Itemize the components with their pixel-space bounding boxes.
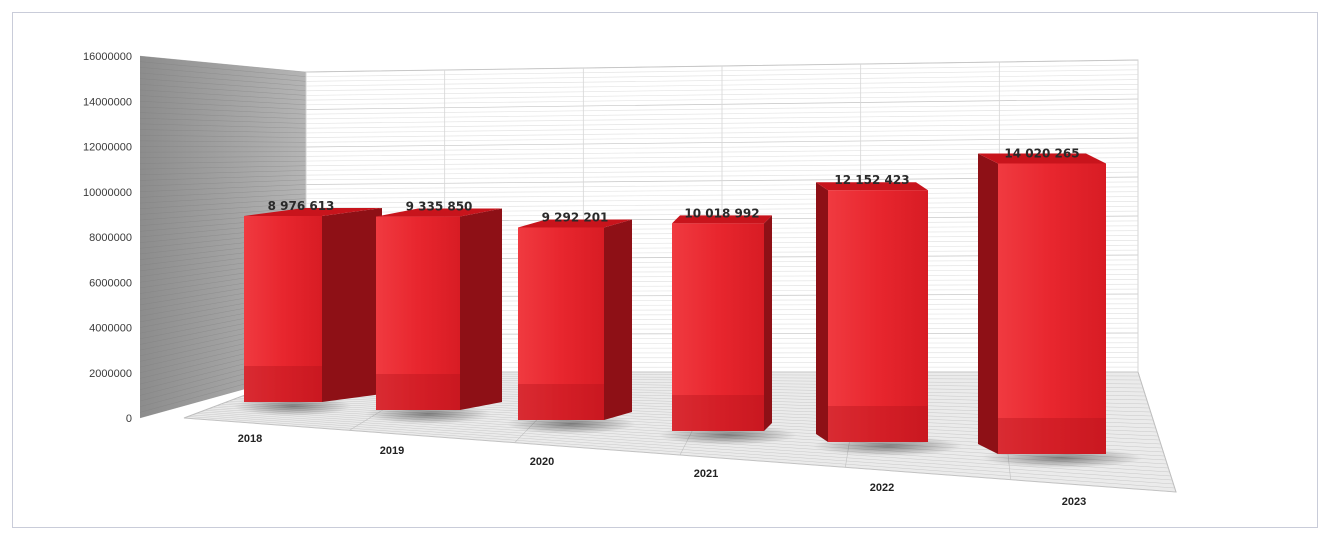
bar-series <box>234 153 1143 468</box>
bar <box>998 163 1106 454</box>
x-tick-label: 2021 <box>694 468 718 480</box>
bar-base-shade <box>376 374 460 410</box>
bar-side <box>764 215 772 431</box>
bar-base-shade <box>244 366 322 402</box>
bar-side <box>604 219 632 420</box>
y-tick-label: 2000000 <box>89 368 132 380</box>
bar-top <box>518 219 632 228</box>
bar-side <box>816 182 828 442</box>
y-tick-label: 8000000 <box>89 232 132 244</box>
y-tick-label: 10000000 <box>83 187 132 199</box>
x-axis-ticks: 2018 2019 2020 2021 2022 2023 <box>238 433 1086 508</box>
bar-base-shade <box>518 384 604 420</box>
bar-side <box>322 208 382 402</box>
bar-side <box>978 153 998 454</box>
y-tick-label: 6000000 <box>89 277 132 289</box>
bar-top <box>978 153 1106 164</box>
bar-side <box>460 208 502 410</box>
y-tick-label: 12000000 <box>83 142 132 154</box>
x-tick-label: 2019 <box>380 445 404 457</box>
bar-top <box>816 182 928 191</box>
bar <box>672 223 764 431</box>
bar <box>244 216 322 402</box>
x-tick-label: 2018 <box>238 433 262 445</box>
data-label: 9 335 850 <box>406 200 473 214</box>
bar-base-shade <box>998 418 1106 454</box>
bar <box>376 216 460 410</box>
bar <box>828 190 928 442</box>
data-label: 8 976 613 <box>268 199 335 213</box>
x-tick-label: 2023 <box>1062 496 1086 508</box>
bar-base-shade <box>828 406 928 442</box>
x-tick-label: 2020 <box>530 456 554 468</box>
bar-base-shade <box>672 395 764 431</box>
data-label: 9 292 201 <box>542 210 609 224</box>
bar-top <box>376 208 502 217</box>
y-tick-label: 4000000 <box>89 323 132 335</box>
data-label: 14 020 265 <box>1004 146 1079 160</box>
x-tick-label: 2022 <box>870 482 894 494</box>
data-label: 10 018 992 <box>684 206 759 220</box>
data-label: 12 152 423 <box>834 173 909 187</box>
bar-top <box>672 215 772 224</box>
y-tick-label: 14000000 <box>83 96 132 108</box>
bar-top <box>244 208 382 216</box>
y-tick-label: 0 <box>126 413 132 425</box>
y-axis-ticks: 0 2000000 4000000 6000000 8000000 10000000 120… <box>83 51 132 425</box>
data-labels: 8 976 613 9 335 850 9 292 201 10 018 992 12 … <box>268 146 1080 224</box>
bar <box>518 227 604 420</box>
y-tick-label: 16000000 <box>83 51 132 63</box>
